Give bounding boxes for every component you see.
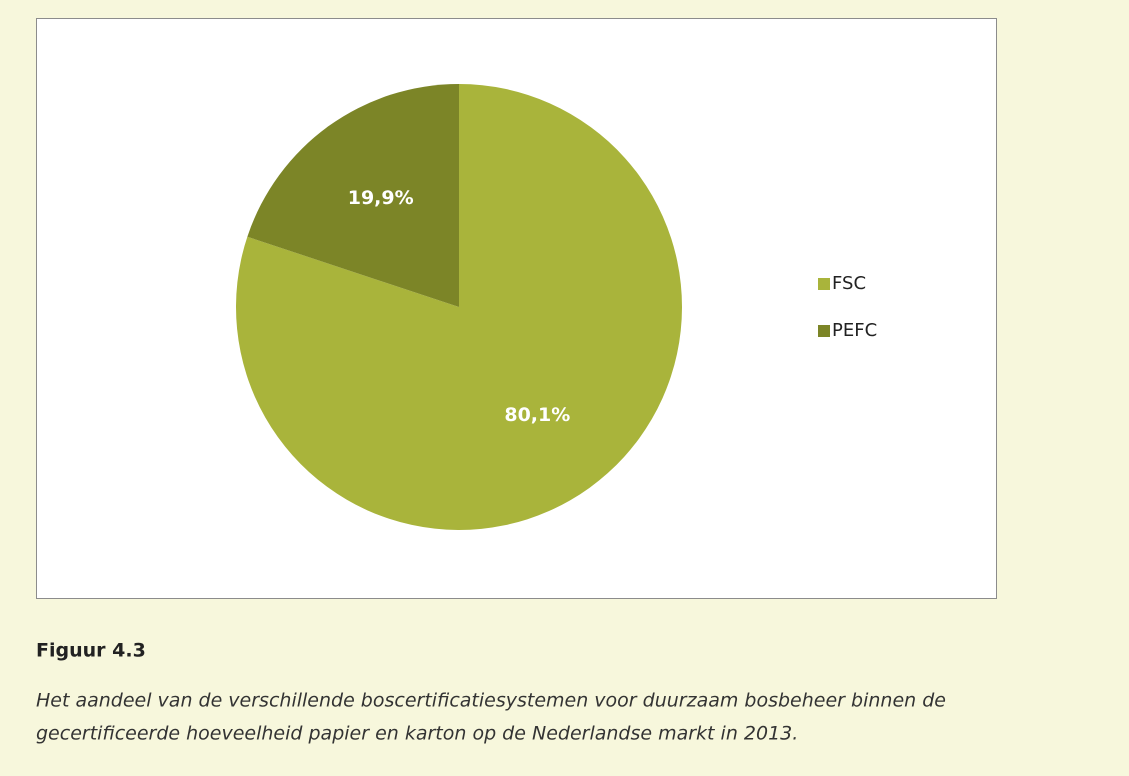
data-label: 80,1%	[504, 404, 570, 426]
legend-swatch	[818, 325, 830, 337]
figure-caption: gecertificeerde hoeveelheid papier en ka…	[36, 723, 798, 745]
figure-label: Figuur 4.3	[36, 640, 146, 662]
legend-swatch	[818, 278, 830, 290]
figure-caption: Het aandeel van de verschillende boscert…	[36, 690, 946, 712]
legend-entry: PEFC	[832, 320, 877, 341]
data-label: 19,9%	[348, 187, 414, 209]
pie-slice	[247, 84, 459, 307]
legend-entry: FSC	[832, 273, 866, 294]
